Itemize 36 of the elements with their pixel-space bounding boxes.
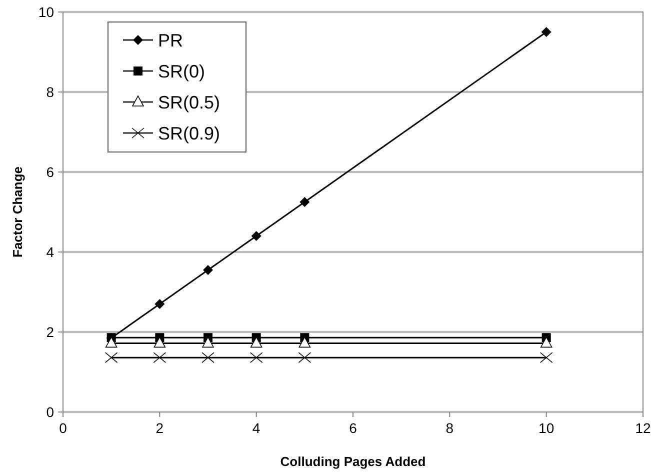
x-tick-label: 12 [635, 420, 651, 436]
point [153, 352, 166, 363]
point [154, 336, 166, 348]
point [104, 352, 118, 363]
point [202, 352, 214, 363]
point [540, 352, 553, 363]
legend-label: SR(0.9) [158, 123, 220, 144]
point [298, 336, 311, 348]
x-tick-label: 10 [538, 420, 554, 436]
legend-label: SR(0.5) [158, 92, 220, 112]
point [300, 197, 310, 207]
y-tick-label: 8 [46, 84, 54, 100]
point [251, 231, 262, 241]
x-tick-label: 8 [446, 420, 454, 436]
point [154, 299, 165, 309]
y-tick-label: 0 [46, 404, 54, 420]
y-tick-label: 10 [38, 4, 54, 20]
point [202, 336, 214, 348]
x-tick-label: 2 [156, 420, 164, 436]
legend-label: PR [158, 30, 184, 50]
x-tick-label: 4 [252, 420, 260, 436]
x-axis-title: Colluding Pages Added [280, 454, 426, 469]
point [540, 336, 552, 348]
y-tick-label: 2 [46, 324, 54, 340]
x-tick-label: 0 [59, 420, 68, 436]
point [298, 352, 312, 363]
point [250, 336, 262, 348]
y-axis-title: Factor Change [10, 166, 25, 258]
point [541, 27, 552, 37]
point [203, 265, 213, 275]
legend-label: SR(0) [158, 61, 206, 82]
y-tick-label: 6 [46, 164, 54, 180]
x-tick-label: 6 [349, 420, 358, 436]
point [105, 336, 118, 348]
y-tick-label: 4 [46, 244, 54, 260]
point [250, 352, 263, 363]
